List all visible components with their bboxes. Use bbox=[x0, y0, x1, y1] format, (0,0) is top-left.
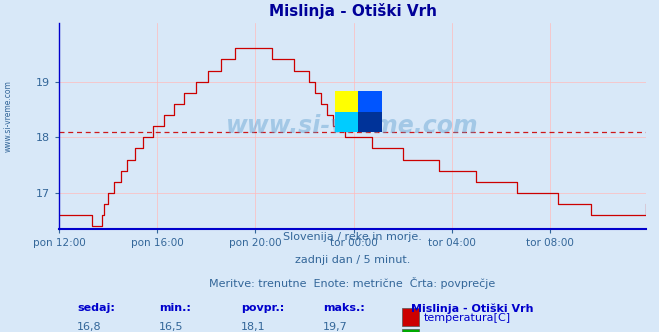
Text: zadnji dan / 5 minut.: zadnji dan / 5 minut. bbox=[295, 255, 411, 265]
Text: temperatura[C]: temperatura[C] bbox=[424, 313, 511, 323]
Text: Slovenija / reke in morje.: Slovenija / reke in morje. bbox=[283, 232, 422, 242]
Bar bbox=[335, 112, 358, 132]
Text: www.si-vreme.com: www.si-vreme.com bbox=[226, 114, 479, 138]
Bar bbox=[358, 112, 382, 132]
FancyBboxPatch shape bbox=[403, 329, 419, 332]
Bar bbox=[358, 91, 382, 112]
Text: povpr.:: povpr.: bbox=[241, 303, 285, 313]
Title: Mislinja - Otiški Vrh: Mislinja - Otiški Vrh bbox=[269, 3, 436, 19]
Text: www.si-vreme.com: www.si-vreme.com bbox=[3, 80, 13, 152]
Text: 18,1: 18,1 bbox=[241, 322, 266, 332]
Text: Meritve: trenutne  Enote: metrične  Črta: povprečje: Meritve: trenutne Enote: metrične Črta: … bbox=[210, 278, 496, 290]
Text: sedaj:: sedaj: bbox=[77, 303, 115, 313]
Text: 19,7: 19,7 bbox=[324, 322, 348, 332]
Text: min.:: min.: bbox=[159, 303, 191, 313]
Text: maks.:: maks.: bbox=[324, 303, 365, 313]
FancyBboxPatch shape bbox=[403, 308, 419, 326]
Text: 16,8: 16,8 bbox=[77, 322, 101, 332]
Text: Mislinja - Otiški Vrh: Mislinja - Otiški Vrh bbox=[411, 303, 534, 314]
Text: 16,5: 16,5 bbox=[159, 322, 183, 332]
Bar bbox=[335, 91, 358, 112]
